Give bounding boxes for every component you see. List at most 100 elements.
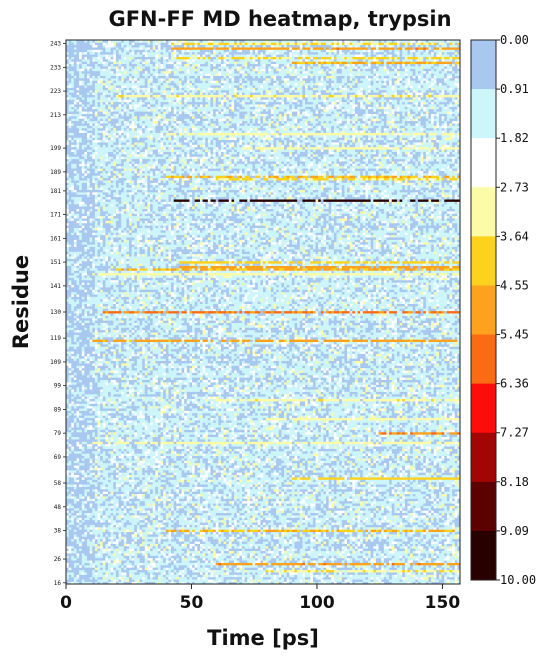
heatmap-cell — [289, 574, 293, 578]
heatmap-cell — [189, 553, 193, 556]
heatmap-cell — [234, 536, 238, 540]
heatmap-cell — [441, 534, 445, 537]
heatmap-cell — [457, 510, 461, 514]
heatmap-cell — [281, 531, 285, 535]
heatmap-cell — [118, 503, 122, 506]
heatmap-cell — [147, 505, 151, 509]
heatmap-cell — [205, 550, 209, 554]
heatmap-cell — [452, 538, 456, 542]
heatmap-cell — [396, 515, 400, 518]
heatmap-cell — [320, 553, 324, 556]
heatmap-cell — [202, 581, 206, 585]
heatmap-cell — [144, 507, 148, 511]
heatmap-cell — [289, 565, 293, 568]
heatmap-cell — [399, 576, 403, 580]
heatmap-cell — [126, 565, 130, 568]
heatmap-cell — [381, 581, 385, 585]
heatmap-cell — [244, 505, 248, 509]
heatmap-cell — [194, 550, 198, 554]
heatmap-cell — [375, 565, 379, 568]
heatmap-cell — [100, 572, 104, 575]
heatmap-cell — [278, 569, 282, 573]
heatmap-cell — [178, 553, 182, 556]
heatmap-cell — [131, 515, 135, 518]
heatmap-cell — [452, 553, 456, 556]
heatmap-cell — [131, 548, 135, 552]
heatmap-cell — [142, 507, 146, 511]
heatmap-cell — [339, 555, 343, 559]
heatmap-cell — [320, 579, 324, 582]
heatmap-cell — [105, 522, 109, 525]
heatmap-cell — [173, 579, 177, 582]
heatmap-cell — [76, 560, 80, 563]
heatmap-cell — [441, 510, 445, 514]
heatmap-cell — [218, 512, 222, 516]
heatmap-cell — [71, 515, 75, 518]
heatmap-cell — [150, 538, 153, 542]
heatmap-cell — [239, 510, 243, 514]
heatmap-cell — [66, 555, 69, 559]
heatmap-cell — [110, 550, 114, 554]
heatmap-cell — [84, 534, 88, 537]
heatmap-cell — [373, 526, 377, 530]
heatmap-cell — [210, 574, 214, 578]
heatmap-cell — [247, 505, 251, 509]
heatmap-cell — [446, 545, 450, 549]
heatmap-cell — [231, 548, 235, 552]
heatmap-cell — [357, 550, 361, 554]
heatmap-cell — [126, 545, 130, 549]
heatmap-cell — [131, 538, 135, 542]
heatmap-cell — [457, 543, 461, 547]
heatmap-cell — [121, 510, 125, 514]
heatmap-cell — [160, 545, 164, 549]
heatmap-cell — [192, 550, 196, 554]
heatmap-cell — [347, 538, 350, 542]
heatmap-cell — [276, 534, 280, 537]
heatmap-cell — [391, 562, 395, 566]
heatmap-cell — [84, 545, 88, 549]
heatmap-cell — [328, 557, 332, 561]
heatmap-cell — [249, 534, 253, 537]
heatmap-cell — [228, 512, 232, 516]
heatmap-cell — [87, 543, 90, 547]
heatmap-cell — [199, 560, 203, 563]
heatmap-cell — [129, 538, 132, 542]
heatmap-cell — [386, 522, 390, 525]
heatmap-cell — [189, 562, 193, 566]
heatmap-cell — [386, 576, 390, 580]
heatmap-cell — [433, 526, 437, 530]
heatmap-cell — [105, 519, 109, 523]
heatmap-cell — [389, 543, 393, 547]
heatmap-cell — [373, 576, 377, 580]
heatmap-cell — [357, 517, 361, 521]
heatmap-cell — [165, 553, 169, 556]
heatmap-cell — [194, 522, 198, 525]
heatmap-cell — [144, 555, 148, 559]
heatmap-cell — [189, 507, 193, 511]
heatmap-cell — [207, 534, 211, 537]
heatmap-cell — [171, 555, 174, 559]
heatmap-cell — [87, 510, 90, 514]
heatmap-cell — [299, 538, 303, 542]
heatmap-cell — [286, 522, 290, 525]
heatmap-cell — [236, 505, 240, 509]
heatmap-cell — [336, 576, 340, 580]
heatmap-cell — [305, 569, 308, 573]
heatmap-cell — [396, 550, 400, 554]
heatmap-cell — [333, 567, 337, 571]
heatmap-cell — [226, 562, 230, 566]
heatmap-cell — [105, 569, 109, 573]
heatmap-cell — [352, 526, 356, 530]
heatmap-cell — [142, 557, 146, 561]
heatmap-cell — [150, 522, 153, 525]
heatmap-cell — [118, 572, 122, 575]
heatmap-cell — [257, 541, 261, 544]
heatmap-cell — [299, 555, 303, 559]
heatmap-cell — [249, 538, 253, 542]
heatmap-cell — [428, 562, 432, 566]
heatmap-cell — [239, 529, 243, 533]
heatmap-cell — [323, 572, 327, 575]
heatmap-cell — [157, 503, 161, 506]
heatmap-cell — [92, 524, 96, 528]
heatmap-cell — [136, 555, 140, 559]
